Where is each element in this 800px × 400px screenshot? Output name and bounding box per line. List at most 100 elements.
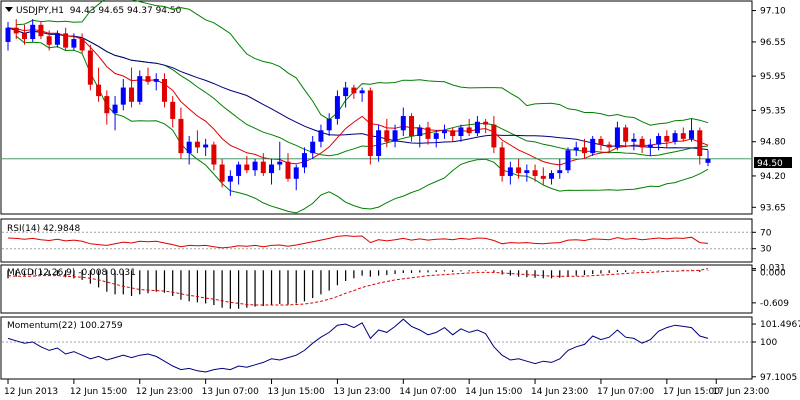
candle-body xyxy=(400,116,406,131)
candle xyxy=(466,118,472,137)
candle-body xyxy=(639,138,645,148)
momentum-y-tick-label: 101.4967 xyxy=(760,320,800,330)
last-price-box xyxy=(754,157,792,168)
candle-body xyxy=(697,130,703,156)
candle xyxy=(376,124,382,162)
candle xyxy=(145,67,151,85)
candle-body xyxy=(466,127,472,134)
candle xyxy=(219,158,225,188)
candle-body xyxy=(203,144,209,148)
rsi-y-tick-label: 30 xyxy=(760,245,772,255)
candle xyxy=(417,124,423,148)
candle xyxy=(540,167,546,185)
rsi-y-axis: 70 30 xyxy=(752,228,772,255)
candle xyxy=(161,73,167,108)
price-panel: USDJPY,H1 94.43 94.65 94.37 94.50 97.109… xyxy=(0,0,792,215)
candle-body xyxy=(186,141,192,154)
candle xyxy=(639,136,645,154)
candle-body xyxy=(384,130,390,142)
candle xyxy=(400,107,406,137)
candle-body xyxy=(194,141,200,148)
candle-body xyxy=(581,147,587,154)
candle-body xyxy=(524,170,530,174)
candle xyxy=(532,164,538,182)
momentum-panel-frame xyxy=(0,316,753,380)
time-tick-label: 13 Jun 15:00 xyxy=(268,387,325,397)
candle xyxy=(285,153,291,182)
candle xyxy=(13,19,19,40)
candle xyxy=(441,124,447,139)
candle-body xyxy=(310,141,316,154)
candle xyxy=(433,130,439,148)
candle-body xyxy=(680,133,686,139)
candle-body xyxy=(326,118,332,131)
price-y-tick-label: 96.55 xyxy=(760,38,786,48)
momentum-y-axis: 101.4967 100 97.1005 xyxy=(752,320,800,383)
rsi-line xyxy=(7,235,709,249)
candle xyxy=(252,158,258,176)
candle xyxy=(384,118,390,148)
last-price-label: 94.50 xyxy=(757,159,783,169)
candle-body xyxy=(260,161,266,174)
time-tick-label: 17 Jun 07:00 xyxy=(597,387,654,397)
candle-body xyxy=(549,173,555,179)
candle xyxy=(581,138,587,159)
time-tick-label: 13 Jun 23:00 xyxy=(333,387,390,397)
momentum-y-tick-label: 97.1005 xyxy=(760,373,797,383)
candle-body xyxy=(540,175,546,179)
bollinger-upper-line xyxy=(16,0,709,126)
candle-body xyxy=(672,133,678,142)
candle-body xyxy=(631,138,637,142)
candle xyxy=(46,30,52,51)
candle-body xyxy=(120,87,126,105)
candle xyxy=(63,27,69,51)
candle-body xyxy=(606,144,612,148)
candle-body xyxy=(244,164,250,171)
candle xyxy=(211,141,217,171)
candle xyxy=(409,113,415,142)
price-y-tick-label: 94.20 xyxy=(760,172,786,182)
candle xyxy=(194,130,200,154)
candle-body xyxy=(170,101,176,119)
candle-body xyxy=(236,164,242,176)
candle xyxy=(334,90,340,125)
candle xyxy=(236,161,242,185)
candle-body xyxy=(433,133,439,139)
candle-body xyxy=(285,161,291,179)
candle-body xyxy=(96,84,102,97)
time-tick-label: 17 Jun 15:00 xyxy=(663,387,720,397)
candle xyxy=(326,113,332,137)
candle xyxy=(96,67,102,102)
candle xyxy=(277,141,283,171)
candle-body xyxy=(318,130,324,142)
momentum-y-tick-label: 100 xyxy=(760,338,777,348)
candle xyxy=(606,141,612,154)
candle-body xyxy=(269,164,275,174)
candle xyxy=(54,30,60,48)
candle xyxy=(507,161,513,185)
time-axis: 12 Jun 2013 12 Jun 15:00 12 Jun 23:00 13 Ju… xyxy=(4,379,770,397)
candle xyxy=(680,127,686,142)
candle-body xyxy=(301,153,307,168)
candle xyxy=(524,164,530,182)
macd-title: MACD(12,26,9) -0.008 0.031 xyxy=(7,268,136,278)
candle xyxy=(203,138,209,156)
candle xyxy=(351,84,357,99)
candle xyxy=(458,124,464,142)
candle xyxy=(71,33,77,51)
candle xyxy=(79,33,85,54)
candle-body xyxy=(590,138,596,154)
candle xyxy=(614,121,620,151)
candle xyxy=(301,147,307,174)
time-tick-label: 12 Jun 23:00 xyxy=(136,387,193,397)
candle xyxy=(38,21,44,40)
candle-body xyxy=(71,39,77,48)
collapse-triangle-icon[interactable] xyxy=(5,7,13,12)
candle-body xyxy=(293,167,299,179)
macd-y-tick-label: 0.031 xyxy=(760,264,786,274)
candlesticks xyxy=(5,19,711,196)
time-tick-label: 12 Jun 2013 xyxy=(4,387,58,397)
momentum-line xyxy=(7,318,709,373)
